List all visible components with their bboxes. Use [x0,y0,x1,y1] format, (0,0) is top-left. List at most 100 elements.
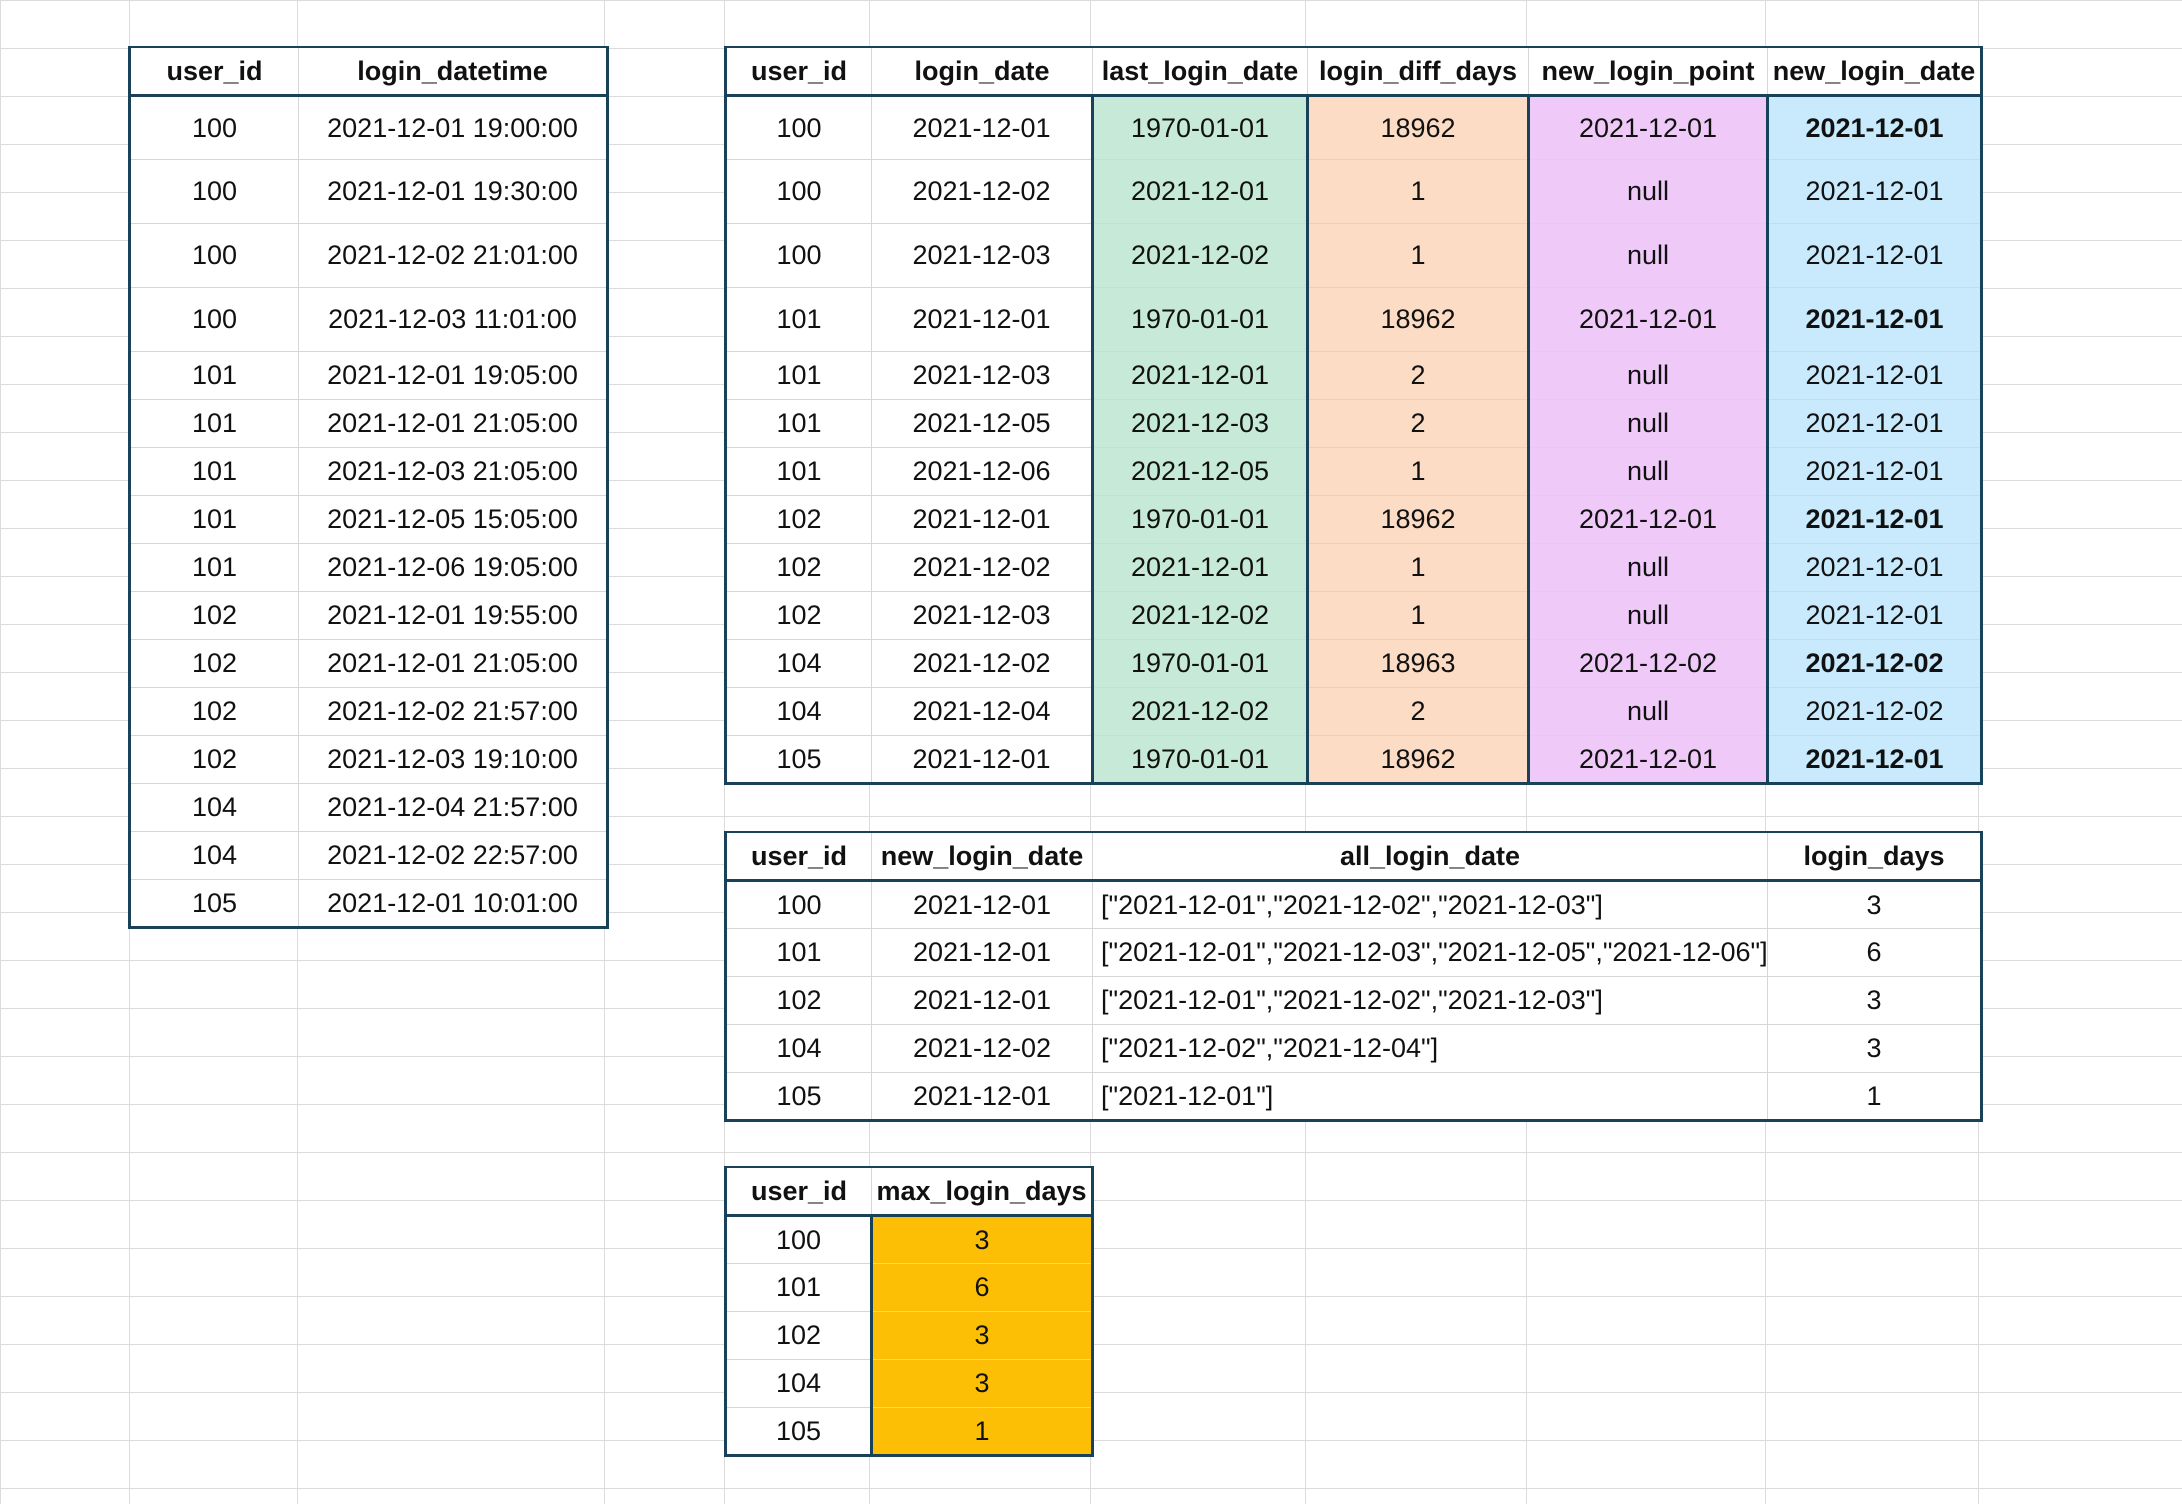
cell-login-date[interactable]: 2021-12-01 [871,287,1093,352]
cell-max-login-days[interactable]: 3 [870,1215,1094,1264]
cell-user-id[interactable]: 104 [724,639,872,688]
cell-user-id[interactable]: 102 [724,591,872,640]
col-header-new-login-date[interactable]: new_login_date [871,831,1093,882]
cell-login-datetime[interactable]: 2021-12-02 22:57:00 [298,831,609,880]
cell-new-login-date[interactable]: 2021-12-02 [871,1024,1093,1073]
col-header-max-login-days[interactable]: max_login_days [871,1166,1094,1217]
cell-login-days[interactable]: 3 [1767,976,1983,1025]
cell-new-login-point[interactable]: null [1527,447,1768,496]
cell-new-login-point[interactable]: null [1527,591,1768,640]
cell-last-login-date[interactable]: 1970-01-01 [1091,639,1308,688]
cell-user-id[interactable]: 100 [128,159,299,224]
cell-new-login-date[interactable]: 2021-12-01 [1766,351,1983,400]
cell-login-date[interactable]: 2021-12-01 [871,735,1093,785]
cell-login-date[interactable]: 2021-12-03 [871,591,1093,640]
cell-login-datetime[interactable]: 2021-12-02 21:57:00 [298,687,609,736]
cell-user-id[interactable]: 100 [724,159,872,224]
cell-user-id[interactable]: 100 [724,880,872,929]
cell-login-diff-days[interactable]: 18962 [1306,495,1529,544]
cell-user-id[interactable]: 102 [128,591,299,640]
cell-login-days[interactable]: 3 [1767,1024,1983,1073]
cell-last-login-date[interactable]: 1970-01-01 [1091,735,1308,785]
cell-login-datetime[interactable]: 2021-12-01 21:05:00 [298,399,609,448]
cell-all-login-date[interactable]: ["2021-12-01","2021-12-02","2021-12-03"] [1092,880,1768,929]
cell-login-datetime[interactable]: 2021-12-06 19:05:00 [298,543,609,592]
cell-login-diff-days[interactable]: 1 [1306,591,1529,640]
cell-new-login-date[interactable]: 2021-12-01 [871,976,1093,1025]
cell-new-login-date[interactable]: 2021-12-01 [1766,287,1983,352]
cell-new-login-date[interactable]: 2021-12-02 [1766,687,1983,736]
cell-new-login-date[interactable]: 2021-12-01 [1766,495,1983,544]
cell-all-login-date[interactable]: ["2021-12-01"] [1092,1072,1768,1122]
cell-login-datetime[interactable]: 2021-12-01 10:01:00 [298,879,609,929]
cell-user-id[interactable]: 104 [128,831,299,880]
cell-login-days[interactable]: 6 [1767,928,1983,977]
col-header-all-login-date[interactable]: all_login_date [1092,831,1768,882]
cell-user-id[interactable]: 105 [128,879,299,929]
cell-login-date[interactable]: 2021-12-05 [871,399,1093,448]
cell-user-id[interactable]: 100 [128,287,299,352]
cell-user-id[interactable]: 100 [724,223,872,288]
cell-login-days[interactable]: 1 [1767,1072,1983,1122]
cell-user-id[interactable]: 104 [724,687,872,736]
cell-user-id[interactable]: 101 [128,351,299,400]
cell-max-login-days[interactable]: 1 [870,1407,1094,1457]
cell-login-days[interactable]: 3 [1767,880,1983,929]
cell-all-login-date[interactable]: ["2021-12-01","2021-12-02","2021-12-03"] [1092,976,1768,1025]
cell-last-login-date[interactable]: 2021-12-02 [1091,687,1308,736]
cell-login-date[interactable]: 2021-12-03 [871,351,1093,400]
cell-max-login-days[interactable]: 3 [870,1359,1094,1408]
cell-user-id[interactable]: 101 [724,447,872,496]
cell-user-id[interactable]: 102 [724,495,872,544]
cell-user-id[interactable]: 102 [128,639,299,688]
cell-new-login-point[interactable]: 2021-12-01 [1527,735,1768,785]
cell-user-id[interactable]: 102 [724,543,872,592]
cell-last-login-date[interactable]: 1970-01-01 [1091,495,1308,544]
col-header-login-datetime[interactable]: login_datetime [298,46,609,97]
cell-login-datetime[interactable]: 2021-12-01 19:05:00 [298,351,609,400]
cell-login-datetime[interactable]: 2021-12-05 15:05:00 [298,495,609,544]
cell-login-datetime[interactable]: 2021-12-02 21:01:00 [298,223,609,288]
cell-all-login-date[interactable]: ["2021-12-01","2021-12-03","2021-12-05",… [1092,928,1768,977]
cell-login-date[interactable]: 2021-12-02 [871,543,1093,592]
cell-last-login-date[interactable]: 2021-12-01 [1091,351,1308,400]
cell-user-id[interactable]: 104 [128,783,299,832]
cell-user-id[interactable]: 100 [724,95,872,160]
cell-login-diff-days[interactable]: 1 [1306,159,1529,224]
cell-login-date[interactable]: 2021-12-01 [871,495,1093,544]
cell-new-login-point[interactable]: null [1527,543,1768,592]
col-header-user-id[interactable]: user_id [724,46,872,97]
cell-user-id[interactable]: 101 [724,928,872,977]
cell-last-login-date[interactable]: 2021-12-01 [1091,543,1308,592]
cell-user-id[interactable]: 100 [128,223,299,288]
cell-user-id[interactable]: 105 [724,1072,872,1122]
cell-user-id[interactable]: 101 [128,447,299,496]
cell-new-login-date[interactable]: 2021-12-01 [1766,223,1983,288]
cell-new-login-point[interactable]: 2021-12-02 [1527,639,1768,688]
col-header-new-login-point[interactable]: new_login_point [1528,46,1768,97]
cell-new-login-point[interactable]: 2021-12-01 [1527,287,1768,352]
col-header-user-id[interactable]: user_id [128,46,299,97]
cell-new-login-date[interactable]: 2021-12-01 [871,1072,1093,1122]
cell-user-id[interactable]: 102 [724,1311,872,1360]
cell-user-id[interactable]: 101 [724,399,872,448]
cell-max-login-days[interactable]: 3 [870,1311,1094,1360]
cell-user-id[interactable]: 100 [128,95,299,160]
cell-last-login-date[interactable]: 2021-12-03 [1091,399,1308,448]
cell-new-login-point[interactable]: null [1527,159,1768,224]
col-header-login-date[interactable]: login_date [871,46,1093,97]
cell-new-login-point[interactable]: 2021-12-01 [1527,95,1768,160]
cell-new-login-date[interactable]: 2021-12-01 [1766,95,1983,160]
cell-last-login-date[interactable]: 2021-12-01 [1091,159,1308,224]
cell-new-login-date[interactable]: 2021-12-01 [1766,591,1983,640]
cell-login-date[interactable]: 2021-12-06 [871,447,1093,496]
cell-user-id[interactable]: 105 [724,1407,872,1457]
cell-login-diff-days[interactable]: 2 [1306,351,1529,400]
cell-new-login-point[interactable]: 2021-12-01 [1527,495,1768,544]
cell-last-login-date[interactable]: 1970-01-01 [1091,95,1308,160]
cell-user-id[interactable]: 104 [724,1024,872,1073]
cell-new-login-point[interactable]: null [1527,351,1768,400]
cell-last-login-date[interactable]: 2021-12-05 [1091,447,1308,496]
cell-new-login-date[interactable]: 2021-12-01 [1766,399,1983,448]
cell-user-id[interactable]: 101 [724,287,872,352]
